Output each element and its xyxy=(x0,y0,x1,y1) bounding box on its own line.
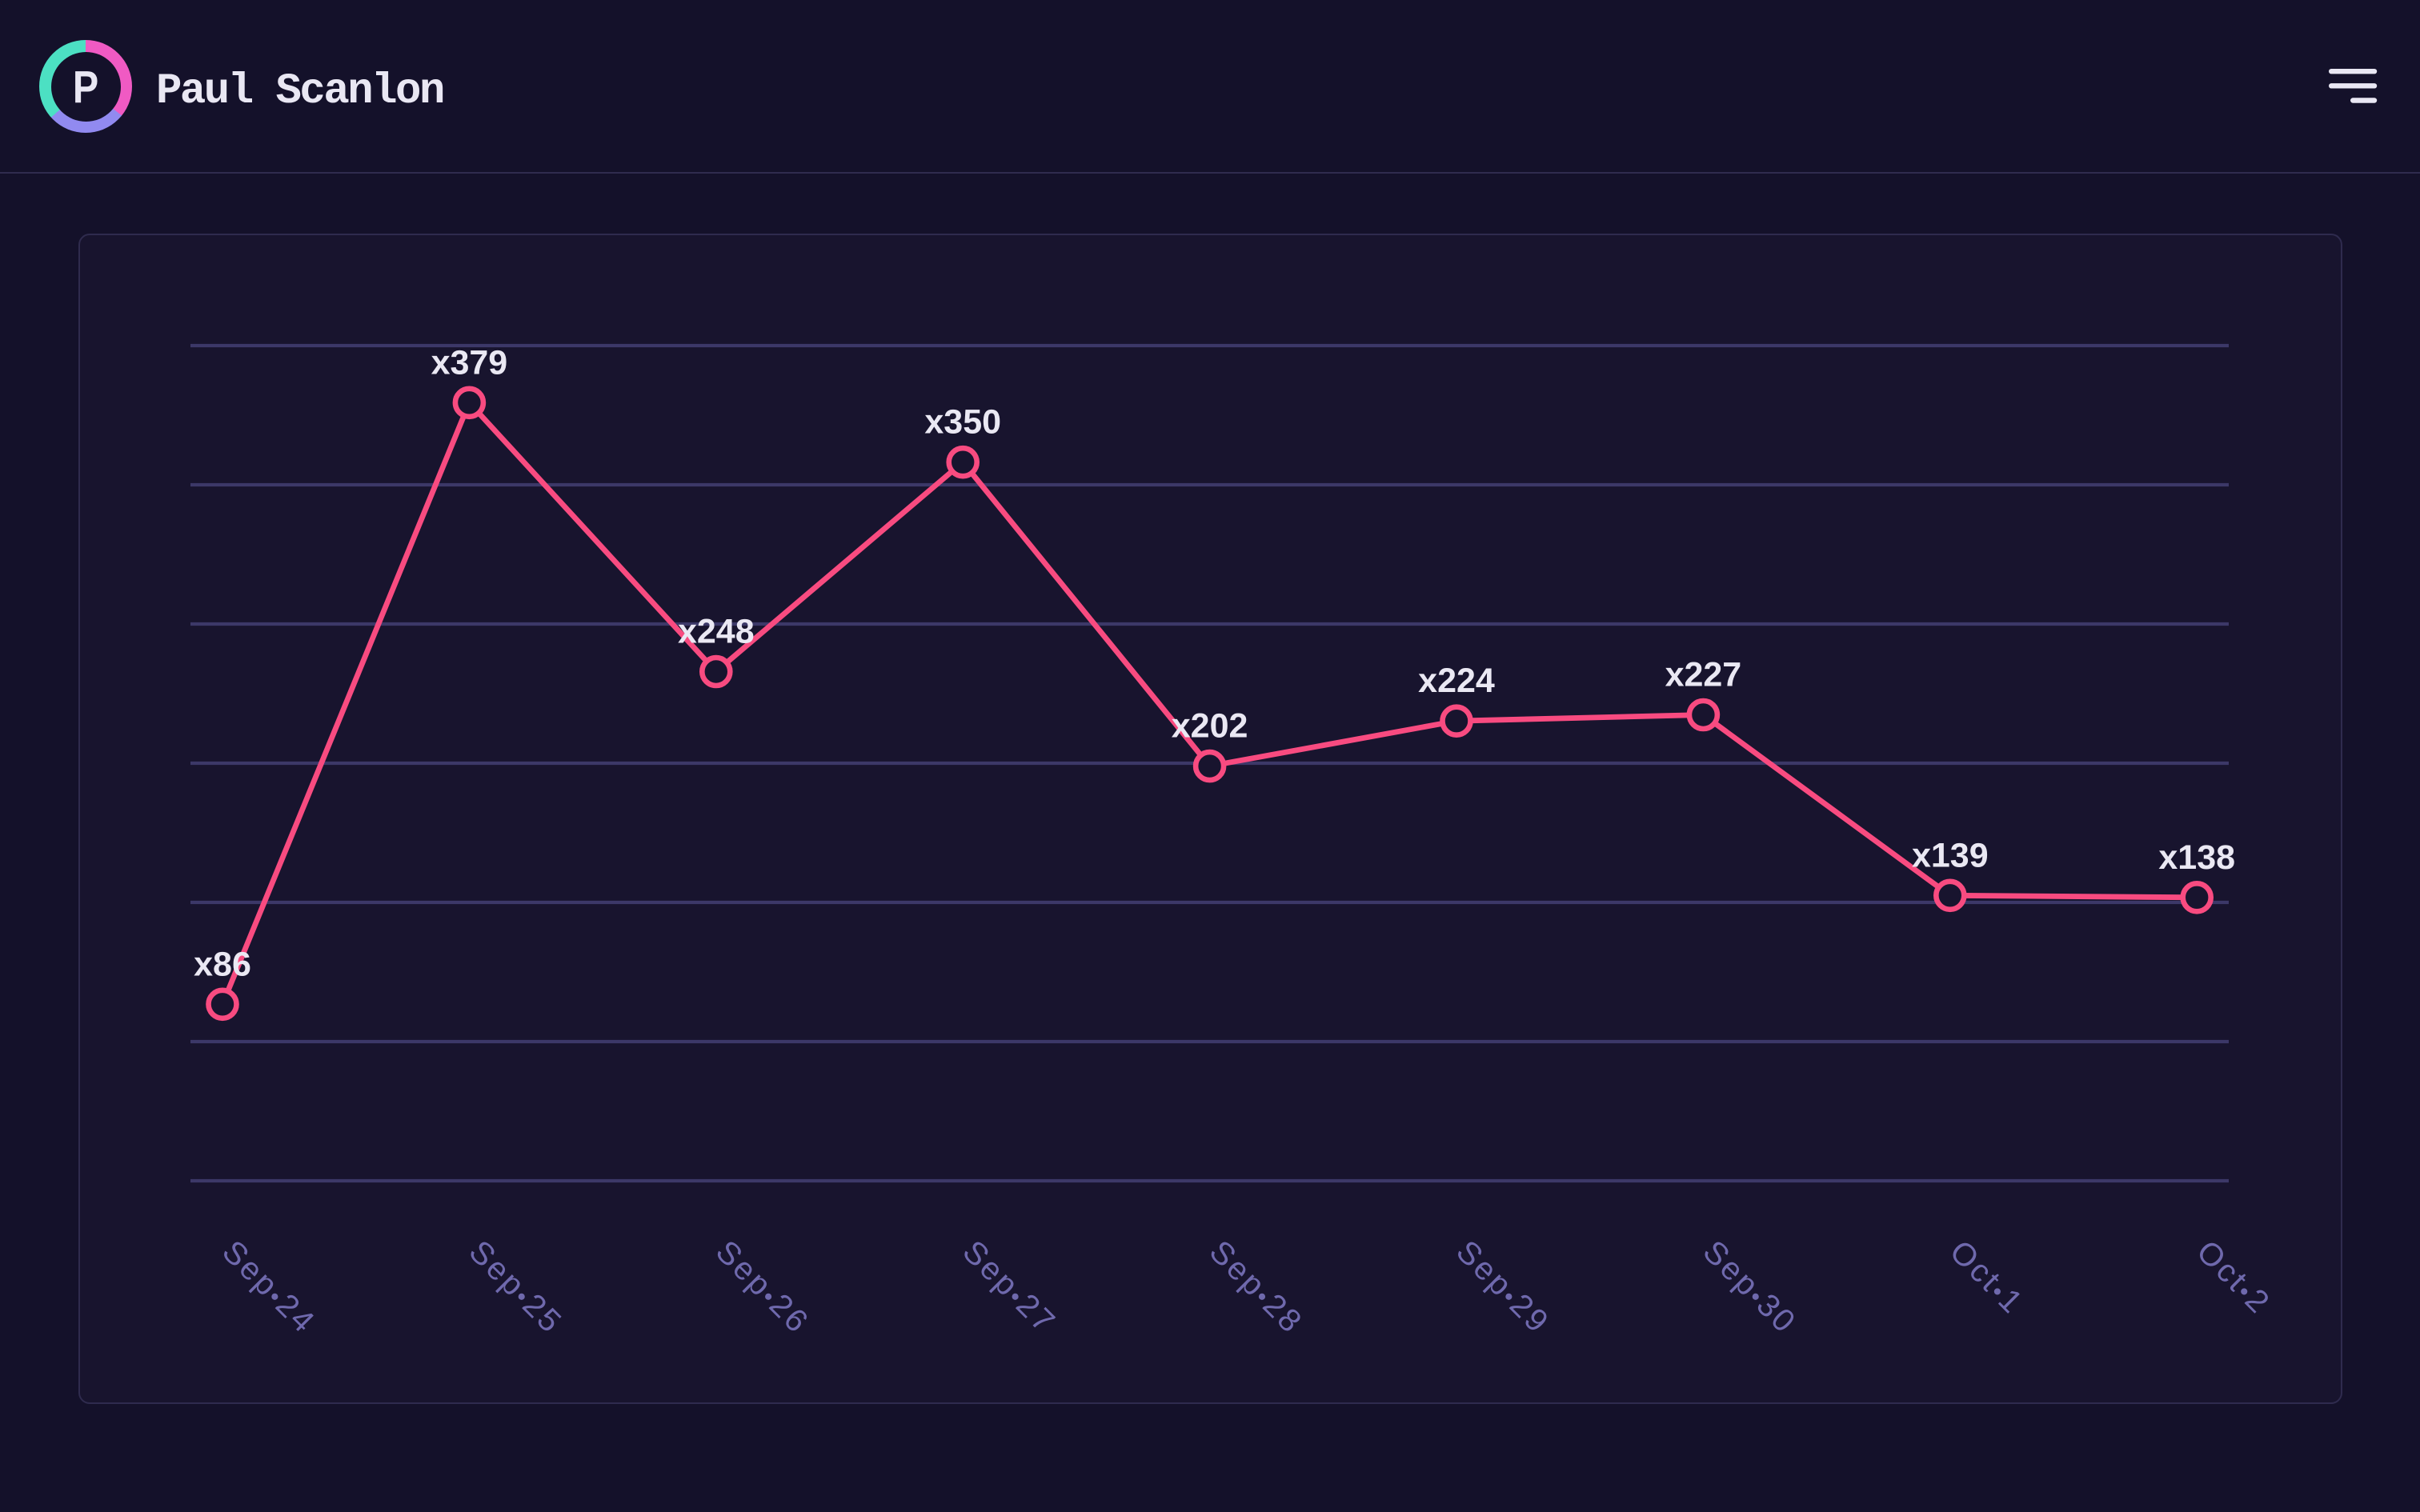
svg-text:x202: x202 xyxy=(1172,707,1248,746)
svg-text:x248: x248 xyxy=(678,613,755,651)
svg-text:Sep•24: Sep•24 xyxy=(215,1234,323,1341)
svg-text:Oct•2: Oct•2 xyxy=(2190,1234,2278,1322)
svg-text:x379: x379 xyxy=(431,343,508,382)
svg-text:Sep•28: Sep•28 xyxy=(1203,1234,1310,1341)
svg-text:x139: x139 xyxy=(1912,836,1989,874)
svg-text:Sep•25: Sep•25 xyxy=(463,1234,570,1341)
svg-text:Oct•1: Oct•1 xyxy=(1943,1234,2031,1322)
svg-text:x224: x224 xyxy=(1418,662,1495,700)
svg-text:Sep•29: Sep•29 xyxy=(1449,1234,1557,1341)
svg-text:Sep•27: Sep•27 xyxy=(956,1234,1063,1341)
svg-text:x138: x138 xyxy=(2158,838,2235,877)
svg-text:x227: x227 xyxy=(1665,656,1742,694)
svg-text:Sep•26: Sep•26 xyxy=(709,1234,816,1341)
svg-text:x86: x86 xyxy=(194,945,251,983)
svg-text:x350: x350 xyxy=(924,403,1001,442)
svg-text:Sep•30: Sep•30 xyxy=(1697,1234,1804,1341)
